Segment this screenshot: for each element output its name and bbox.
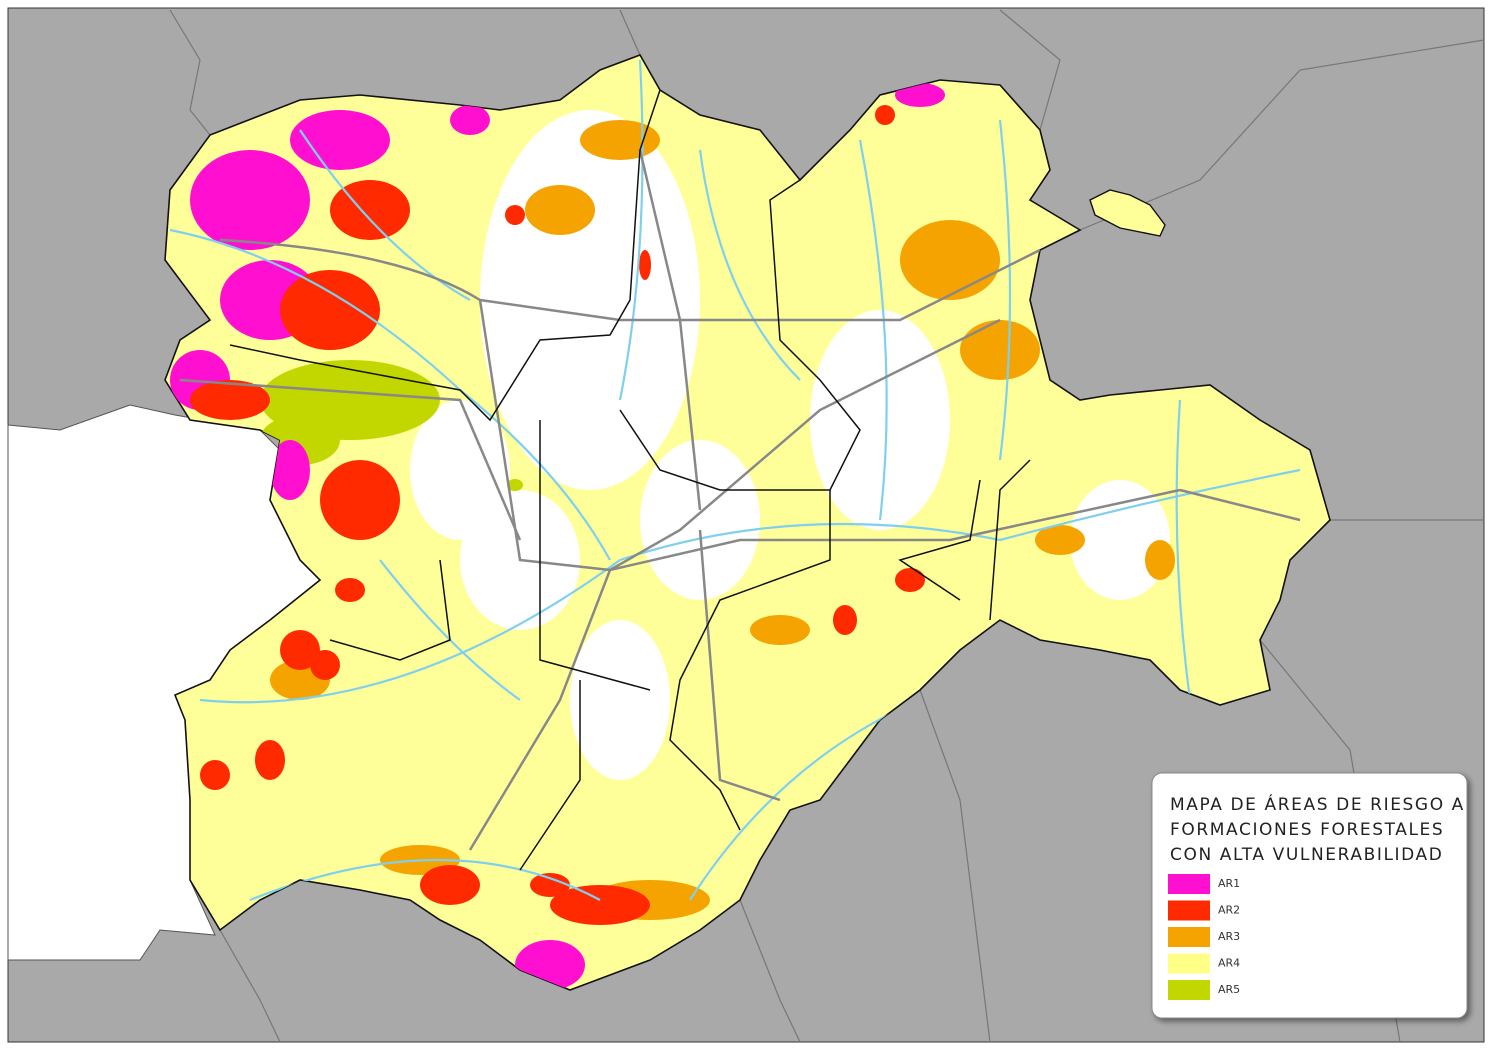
risk-patch	[507, 479, 523, 491]
province-boundary	[229, 89, 661, 422]
river	[299, 129, 471, 301]
legend-label: AR4	[1218, 957, 1240, 970]
risk-patch	[420, 865, 480, 905]
road	[609, 318, 1001, 572]
risk-patch	[525, 185, 595, 235]
province-boundary	[989, 459, 1031, 621]
river	[698, 149, 801, 381]
province-boundary	[519, 680, 581, 871]
road	[638, 149, 702, 511]
legend-swatch	[1168, 874, 1210, 894]
border	[619, 9, 641, 56]
risk-patch	[190, 150, 310, 250]
no-risk	[480, 110, 700, 490]
risk-patch	[530, 873, 570, 897]
risk-patch	[550, 885, 650, 925]
enclave	[1089, 189, 1166, 237]
risk-patch	[895, 83, 945, 107]
road	[219, 238, 1041, 322]
province-boundary	[898, 479, 981, 601]
risk-patch	[320, 460, 400, 540]
risk-patch	[900, 220, 1000, 300]
river	[1175, 399, 1192, 701]
risk-patch	[290, 110, 390, 170]
legend-label: AR3	[1218, 930, 1240, 943]
border	[999, 9, 1061, 131]
river	[199, 468, 1301, 704]
legend-title: FORMACIONES FORESTALES	[1170, 820, 1444, 840]
risk-patch	[875, 105, 895, 125]
risk-patch	[505, 205, 525, 225]
border	[739, 899, 801, 1043]
province-boundary	[539, 420, 651, 691]
legend-title: MAPA DE ÁREAS DE RIESGO A	[1170, 793, 1465, 815]
province-boundary	[329, 559, 451, 661]
river	[998, 119, 1012, 461]
road	[698, 529, 781, 802]
risk-patch	[960, 320, 1040, 380]
road	[609, 488, 1181, 572]
legend: MAPA DE ÁREAS DE RIESGO A FORMACIONES FO…	[1151, 772, 1468, 1019]
risk-patch	[190, 380, 270, 420]
no-risk	[810, 310, 950, 530]
legend-box	[1151, 772, 1468, 1019]
risk-patch	[450, 105, 490, 135]
legend-label: AR1	[1218, 877, 1240, 890]
risk-areas	[170, 83, 1175, 990]
border	[169, 9, 211, 136]
no-risk	[410, 400, 510, 540]
risk-patch	[335, 578, 365, 602]
road	[179, 378, 522, 541]
risk-patch	[833, 605, 857, 635]
legend-swatch	[1168, 927, 1210, 947]
risk-patch	[1035, 525, 1085, 555]
river	[169, 228, 611, 561]
legend-swatch	[1168, 900, 1210, 921]
no-risk	[1070, 480, 1170, 600]
risk-patch	[310, 650, 340, 680]
risk-patch	[270, 440, 310, 500]
border	[919, 689, 991, 1043]
risk-patch	[200, 760, 230, 790]
risk-patch	[255, 740, 285, 780]
legend-swatch	[1168, 980, 1210, 1000]
road	[478, 299, 611, 572]
risk-patch	[1145, 540, 1175, 580]
legend-label: AR2	[1218, 904, 1240, 917]
river	[858, 139, 888, 521]
river	[618, 59, 644, 401]
risk-patch	[639, 250, 651, 280]
province-boundary	[669, 490, 831, 831]
legend-label: AR5	[1218, 983, 1240, 996]
no-risk	[640, 440, 760, 600]
risk-patch	[280, 270, 380, 350]
road	[468, 569, 612, 851]
legend-swatch	[1168, 953, 1210, 974]
border	[219, 929, 281, 1043]
risk-patch	[330, 180, 410, 240]
legend-title: CON ALTA VULNERABILIDAD	[1170, 845, 1443, 865]
province-boundary	[619, 179, 861, 491]
risk-patch	[895, 568, 925, 592]
road	[1179, 488, 1301, 522]
network	[169, 59, 1301, 902]
risk-patch	[750, 615, 810, 645]
risk-patch	[280, 630, 320, 670]
no-risk	[570, 620, 670, 780]
